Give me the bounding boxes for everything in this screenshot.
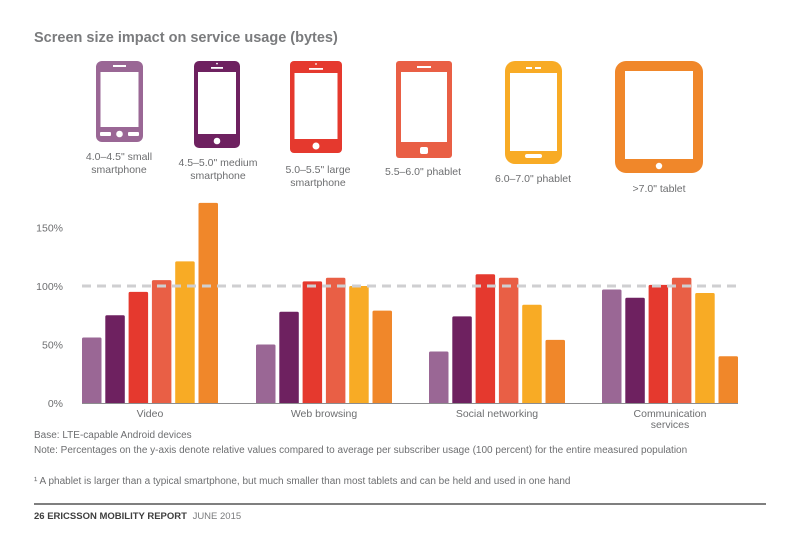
device-label-line: 5.0–5.5" large	[285, 164, 351, 176]
bar	[498, 277, 519, 403]
x-category-label: services	[651, 419, 690, 431]
footer-divider	[34, 503, 766, 505]
bar	[695, 293, 715, 403]
large-phablet-icon	[505, 61, 562, 164]
chart-title: Screen size impact on service usage (byt…	[34, 30, 338, 46]
device-label-large-smartphone: 5.0–5.5" large smartphone	[285, 164, 350, 190]
small-smartphone-icon	[96, 61, 143, 142]
y-tick-label: 0%	[48, 398, 63, 410]
x-axis-labels: Video Web browsing Social networking Commun…	[137, 408, 707, 431]
page-number: 26	[34, 511, 45, 522]
device-label-line: smartphone	[91, 164, 147, 176]
bar	[198, 202, 218, 403]
device-label-small-smartphone: 4.0–4.5" small smartphone	[86, 151, 152, 177]
bar	[151, 280, 172, 403]
y-tick-label: 150%	[36, 223, 63, 235]
bar	[522, 304, 542, 403]
tablet-icon	[615, 61, 703, 173]
bar	[475, 274, 496, 403]
bar	[452, 316, 472, 403]
base-note: Base: LTE-capable Android devices	[34, 430, 192, 441]
bar	[105, 315, 125, 403]
page-footer: 26 ERICSSON MOBILITY REPORT JUNE 2015	[34, 511, 241, 522]
x-category-label: Web browsing	[291, 408, 357, 420]
bar-group	[256, 277, 392, 403]
x-category-label: Video	[137, 408, 164, 420]
device-label-line: smartphone	[290, 177, 346, 189]
medium-smartphone-icon	[194, 61, 240, 148]
footnote: ¹ A phablet is larger than a typical sma…	[34, 476, 571, 487]
y-tick-label: 50%	[42, 340, 63, 352]
bar	[671, 277, 692, 403]
report-name: ERICSSON MOBILITY REPORT	[47, 511, 187, 522]
x-category-label: Social networking	[456, 408, 538, 420]
bar	[372, 310, 392, 403]
y-axis-note: Note: Percentages on the y-axis denote r…	[34, 445, 688, 456]
x-category-label: Communication	[634, 408, 707, 420]
bar	[545, 339, 565, 403]
report-date: JUNE 2015	[192, 511, 242, 522]
bar-chart: 0% 50% 100% 150% Video Web browsing Social ne…	[36, 202, 738, 431]
bar-group	[82, 202, 218, 403]
device-label-phablet: 5.5–6.0" phablet	[385, 166, 461, 179]
bar	[302, 281, 323, 403]
device-label-line: 4.0–4.5" small	[85, 151, 153, 163]
device-label-medium-smartphone: 4.5–5.0" medium smartphone	[178, 157, 257, 183]
bars	[82, 202, 738, 403]
bar	[82, 337, 102, 403]
bar	[128, 291, 149, 403]
bar	[429, 351, 449, 403]
bar	[325, 277, 346, 403]
y-tick-label: 100%	[36, 281, 63, 293]
device-label-line: 5.5–6.0" phablet	[384, 166, 462, 178]
bar	[625, 297, 645, 403]
bar	[648, 284, 669, 403]
device-label-line: 4.5–5.0" medium	[178, 157, 258, 169]
large-smartphone-icon	[290, 61, 342, 153]
device-label-line: 6.0–7.0" phablet	[494, 173, 572, 185]
bar	[256, 344, 276, 403]
phablet-icon	[396, 61, 452, 158]
y-axis: 0% 50% 100% 150%	[36, 223, 63, 411]
bar	[349, 286, 369, 403]
bar	[175, 261, 195, 403]
device-label-line: smartphone	[190, 170, 246, 182]
device-label-tablet: >7.0" tablet	[632, 183, 685, 196]
bar	[718, 356, 738, 403]
device-label-line: >7.0" tablet	[632, 183, 686, 195]
device-label-large-phablet: 6.0–7.0" phablet	[495, 173, 571, 186]
bar	[279, 311, 299, 403]
bar-group	[602, 277, 738, 403]
bar	[602, 289, 622, 403]
bar-group	[429, 274, 565, 403]
